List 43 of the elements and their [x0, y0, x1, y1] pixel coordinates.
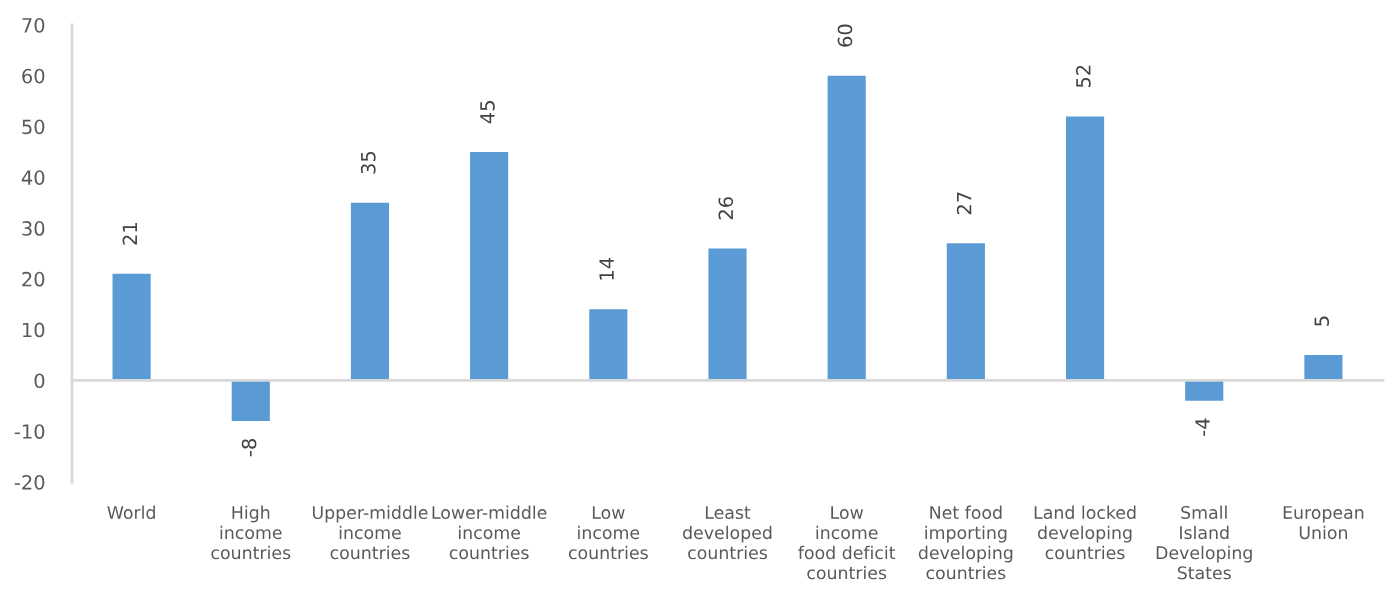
data-label: 27 [956, 192, 972, 215]
x-tick-label: Land locked developing countries [1034, 505, 1136, 560]
x-tick-label: Small Island Developing States [1156, 505, 1252, 580]
bar [708, 248, 747, 381]
bar [1185, 380, 1224, 401]
data-label: 5 [1314, 316, 1330, 326]
y-tick-label: 20 [22, 271, 45, 287]
bar [1065, 116, 1105, 381]
data-label: 45 [480, 101, 495, 124]
x-tick-label: Low income food deficit countries [798, 506, 896, 580]
x-tick-label: Net food importing developing countries [918, 505, 1013, 580]
y-tick-label: 10 [23, 322, 45, 338]
y-tick-label: 30 [22, 221, 45, 236]
data-label: 60 [837, 24, 853, 47]
bar [470, 151, 509, 381]
y-tick-label: 70 [22, 17, 45, 33]
data-label: -8 [241, 439, 257, 457]
x-tick-label: World [107, 505, 155, 520]
y-tick-label: -10 [14, 424, 45, 439]
x-tick-label: Lower-middle income countries [432, 505, 547, 560]
bar [350, 202, 390, 381]
x-tick-label: Upper-middle income countries [312, 505, 428, 560]
data-label: 26 [718, 197, 734, 220]
data-label: -4 [1195, 418, 1210, 436]
data-label: 35 [360, 151, 376, 174]
bar [946, 243, 985, 381]
bar [827, 75, 866, 381]
bar [231, 380, 270, 422]
x-tick-label: Low income countries [568, 506, 648, 560]
y-tick-label: 50 [22, 119, 45, 135]
y-tick-label: -20 [14, 474, 45, 490]
y-tick-label: 40 [21, 170, 45, 185]
bar [1304, 355, 1343, 381]
bar [112, 273, 151, 381]
x-tick-label: High income countries [211, 505, 291, 560]
y-tick-label: 0 [34, 373, 45, 389]
y-tick-label: 60 [22, 68, 45, 84]
data-label: 21 [122, 223, 137, 245]
x-tick-label: European Union [1283, 506, 1364, 540]
bar [589, 309, 628, 381]
data-label: 52 [1075, 65, 1091, 88]
x-tick-label: Least developed countries [683, 506, 772, 560]
data-label: 14 [599, 257, 614, 280]
